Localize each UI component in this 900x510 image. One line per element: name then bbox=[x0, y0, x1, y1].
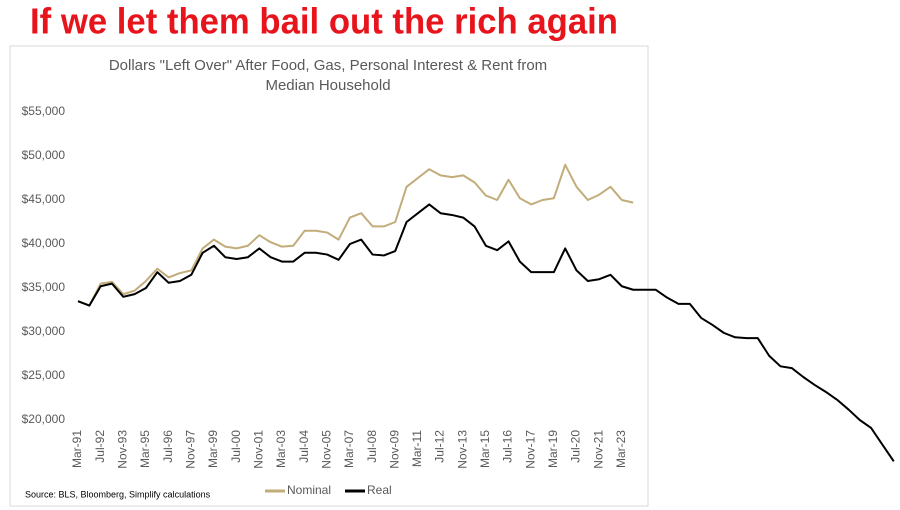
x-tick-label: Mar-03 bbox=[274, 430, 288, 468]
x-tick-label: Jul-08 bbox=[365, 430, 379, 463]
y-tick-label: $25,000 bbox=[22, 368, 66, 382]
y-tick-label: $45,000 bbox=[22, 192, 66, 206]
y-tick-label: $30,000 bbox=[22, 324, 66, 338]
x-tick-label: Jul-00 bbox=[229, 430, 243, 463]
x-tick-label: Nov-17 bbox=[523, 430, 537, 469]
y-tick-label: $55,000 bbox=[22, 104, 66, 118]
x-tick-label: Mar-91 bbox=[70, 430, 84, 468]
y-tick-label: $40,000 bbox=[22, 236, 66, 250]
x-tick-label: Mar-19 bbox=[546, 430, 560, 468]
y-tick-label: $20,000 bbox=[22, 412, 66, 426]
legend-label: Real bbox=[367, 483, 392, 497]
chart-frame bbox=[9, 45, 649, 507]
line-series bbox=[77, 203, 895, 462]
x-tick-label: Jul-12 bbox=[433, 430, 447, 463]
chart-title: Dollars "Left Over" After Food, Gas, Per… bbox=[109, 57, 547, 74]
x-tick-label: Mar-95 bbox=[138, 430, 152, 468]
legend-label: Nominal bbox=[287, 483, 331, 497]
source-note: Source: BLS, Bloomberg, Simplify calcula… bbox=[25, 489, 211, 499]
x-tick-label: Mar-23 bbox=[614, 430, 628, 468]
x-tick-label: Mar-07 bbox=[342, 430, 356, 468]
line-series bbox=[77, 163, 634, 307]
x-tick-label: Nov-01 bbox=[251, 430, 265, 469]
x-tick-label: Nov-97 bbox=[183, 430, 197, 469]
y-tick-label: $35,000 bbox=[22, 280, 66, 294]
x-tick-label: Nov-93 bbox=[115, 430, 129, 469]
chart-subtitle: Median Household bbox=[265, 77, 390, 94]
x-tick-label: Jul-04 bbox=[297, 430, 311, 463]
x-tick-label: Nov-21 bbox=[591, 430, 605, 469]
x-tick-label: Mar-11 bbox=[410, 430, 424, 467]
y-tick-label: $50,000 bbox=[22, 148, 66, 162]
x-tick-label: Jul-96 bbox=[161, 430, 175, 463]
x-tick-label: Nov-05 bbox=[319, 430, 333, 469]
x-tick-label: Nov-09 bbox=[387, 430, 401, 469]
x-tick-label: Mar-15 bbox=[478, 430, 492, 468]
headline: If we let them bail out the rich again bbox=[30, 1, 618, 42]
x-tick-label: Jul-16 bbox=[501, 430, 515, 463]
x-tick-label: Mar-99 bbox=[206, 430, 220, 468]
x-tick-label: Jul-92 bbox=[93, 430, 107, 463]
x-tick-label: Nov-13 bbox=[455, 430, 469, 469]
x-tick-label: Jul-20 bbox=[569, 430, 583, 463]
